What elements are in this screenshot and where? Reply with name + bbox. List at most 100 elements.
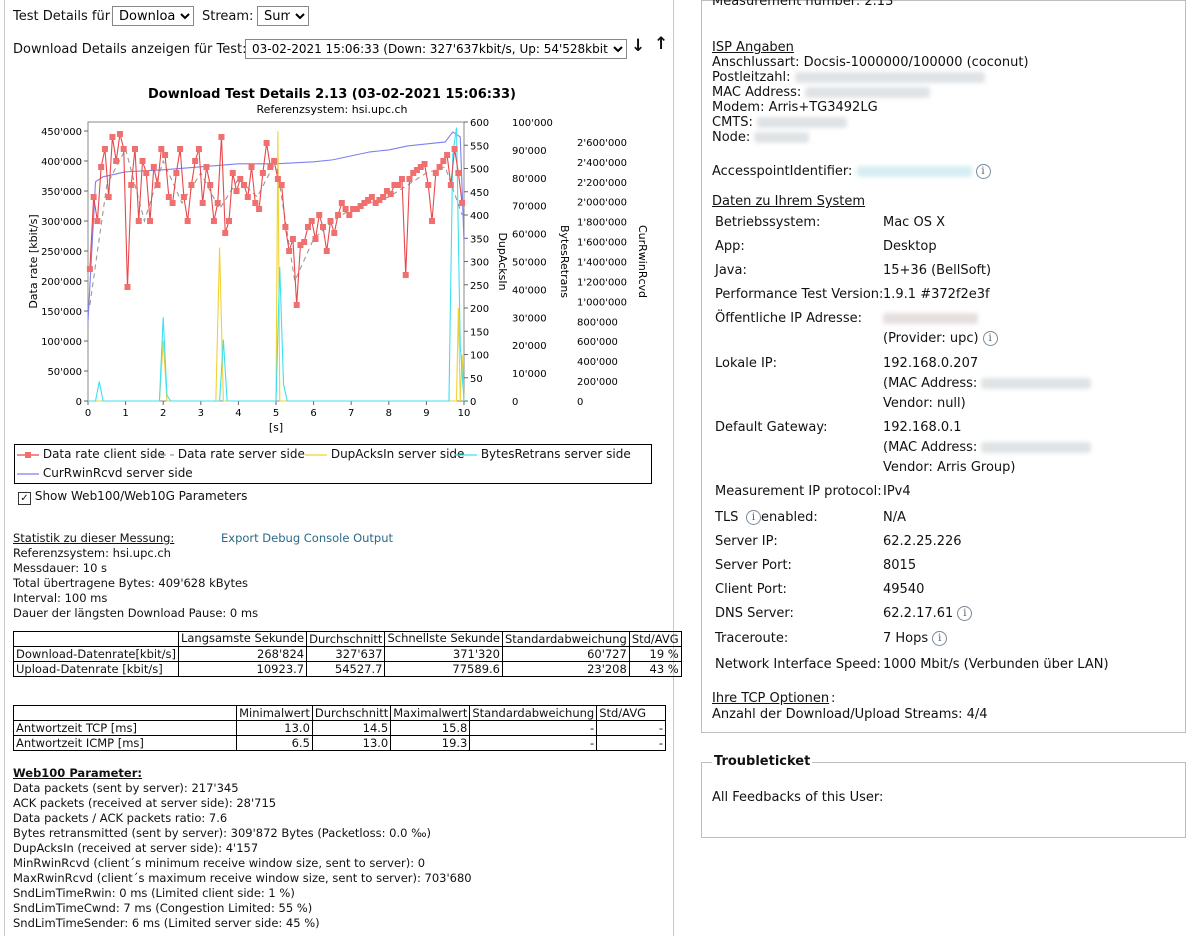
web100-line: MaxRwinRcvd (client´s maximum receive wi… [13,871,472,885]
data-point [154,182,161,188]
data-point [312,236,319,242]
data-point [263,140,270,146]
data-point [365,197,372,203]
right-axis-tick-label: 400'000 [577,357,618,368]
system-label: Server IP: [715,534,778,549]
system-value: Vendor: Arris Group) [883,460,1016,475]
info-icon[interactable]: i [982,331,998,346]
data-point [195,146,202,152]
system-value: 192.168.0.207 [883,356,979,371]
right-axis-tick-label: 500 [470,165,489,176]
isp-mac: MAC Address: [712,85,931,100]
stream-select[interactable]: Sum [257,6,309,26]
right-axis-tick-label: 100 [470,351,489,362]
y-tick-label: 350'000 [41,187,82,198]
data-point [451,146,458,152]
system-value: 15+36 (BellSoft) [883,263,992,278]
troubleticket-text[interactable]: All Feedbacks of this User: [712,790,884,805]
stats-line: Referenzsystem: hsi.upc.ch [13,546,171,560]
right-axis-tick-label: 2'400'000 [577,158,627,169]
data-point [368,194,375,200]
web100-line: SndLimTimeCwnd: 7 ms (Congestion Limited… [13,901,313,915]
right-axis-tick-label: 100'000 [512,118,553,129]
data-point [241,182,248,188]
web100-line: SndLimTimeRwin: 0 ms (Limited client sid… [13,886,295,900]
isp-node: Node: [712,130,810,145]
y-tick-label: 0 [76,397,82,408]
stats-line: Messdauer: 10 s [13,561,108,575]
right-axis-tick-label: 400 [470,211,489,222]
isp-anschluss: Anschlussart: Docsis-1000000/100000 (coc… [712,55,1029,70]
x-tick-label: 3 [198,408,204,419]
y-axis-label: Data rate [kbit/s] [27,214,40,308]
latency-table: Minimalwert Durchschnitt Maximalwert Sta… [12,705,666,751]
table-row: Antwortzeit ICMP [ms] 6.5 13.0 19.3 - - [12,735,666,751]
data-point [391,182,398,188]
right-axis-tick-label: 250 [470,281,489,292]
redacted-value [754,132,810,143]
info-icon[interactable]: i [975,164,991,179]
web100-block: Web100 Parameter: Data packets (sent by … [13,766,472,931]
data-point [440,158,447,164]
x-tick-label: 7 [348,408,354,419]
data-point [278,182,285,188]
data-point [395,182,402,188]
data-point [132,146,138,152]
right-axis-tick-label: 1'000'000 [577,297,627,308]
data-point [101,146,108,152]
sort-up-arrow[interactable]: ↑ [654,34,669,54]
data-point [98,164,105,170]
system-value: 1000 Mbit/s (Verbunden über LAN) [883,657,1109,672]
data-point [143,170,150,176]
data-point [380,194,387,200]
x-tick-label: 2 [160,408,166,419]
y-tick-label: 400'000 [41,157,82,168]
latency-table-header: Minimalwert Durchschnitt Maximalwert Sta… [12,705,666,721]
system-value: (Provider: upc) i [883,331,998,346]
x-tick-label: 0 [85,408,91,419]
info-icon[interactable]: i [957,606,973,621]
tcp-colon: : [831,691,836,706]
rate-table-header: Langsamste Sekunde Durchschnitt Schnells… [13,631,682,647]
right-axis-tick-label: 80'000 [512,174,547,185]
data-point [406,176,413,182]
data-point [327,218,334,224]
right-axis-tick-label: 550 [470,141,489,152]
show-web100-row: ✓ Show Web100/Web10G Parameters [18,489,247,505]
data-point [320,224,326,230]
system-label: Öffentliche IP Adresse: [715,311,862,326]
x-tick-label: 10 [458,408,471,419]
test-type-select[interactable]: Download [112,6,194,26]
data-point [256,206,263,212]
legend-item-dupacks: DupAcksIn server side [305,447,465,461]
right-axis-tick-label: 1'800'000 [577,218,627,229]
isp-postleitzahl: Postleitzahl: [712,70,985,85]
data-point [304,224,311,230]
data-point [410,170,417,176]
data-point [147,218,154,224]
data-point [150,164,157,170]
sort-down-arrow[interactable]: ↓ [631,36,646,56]
system-value: (MAC Address: [883,440,1092,455]
export-debug-link[interactable]: Export Debug Console Output [221,531,394,545]
right-axis-tick-label: 20'000 [512,341,547,352]
show-web100-checkbox[interactable]: ✓ [18,492,31,505]
web100-line: Bytes retransmitted (sent by server): 30… [13,826,432,840]
right-axis-tick-label: 1'200'000 [577,277,627,288]
data-point [180,194,187,200]
info-icon[interactable]: i [746,510,761,525]
data-point [229,170,236,176]
chart-subtitle: Referenzsystem: hsi.upc.ch [256,103,407,116]
series-line [88,131,465,402]
system-label: TLS [715,510,739,525]
test-select[interactable]: 03-02-2021 15:06:33 (Down: 327'637kbit/s… [245,39,627,59]
data-point [353,206,360,212]
web100-line: MinRwinRcvd (client´s minimum receive wi… [13,856,426,870]
stats-line: Interval: 100 ms [13,591,108,605]
web100-heading: Web100 Parameter: [13,766,142,780]
download-details-chart: Download Test Details 2.13 (03-02-2021 1… [27,87,649,434]
data-point [350,206,357,212]
right-axis-tick-label: 600 [470,118,489,129]
info-icon[interactable]: i [932,631,948,646]
data-point [459,200,466,206]
